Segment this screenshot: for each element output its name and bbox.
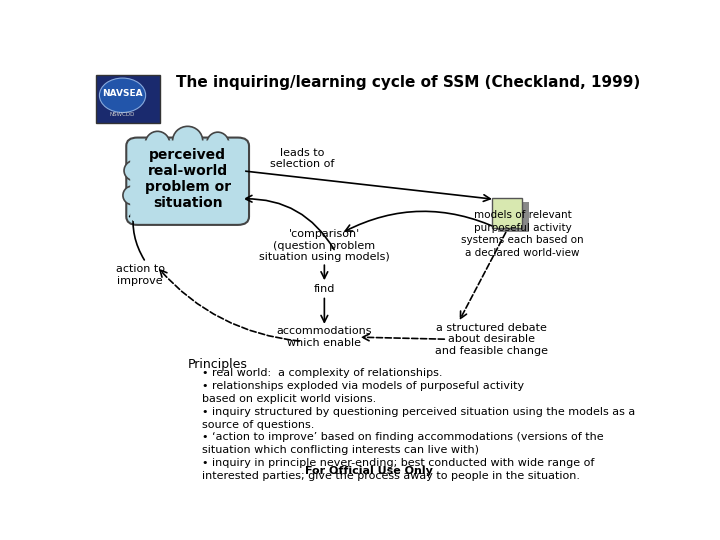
Text: For Official Use Only: For Official Use Only bbox=[305, 465, 433, 476]
Text: a structured debate
about desirable
and feasible change: a structured debate about desirable and … bbox=[436, 322, 548, 356]
Text: find: find bbox=[314, 285, 335, 294]
Ellipse shape bbox=[145, 131, 170, 156]
FancyBboxPatch shape bbox=[130, 140, 245, 222]
Text: NSWCDD: NSWCDD bbox=[110, 112, 135, 117]
Text: NAVSEA: NAVSEA bbox=[102, 89, 143, 98]
Text: action to
improve: action to improve bbox=[116, 264, 165, 286]
FancyBboxPatch shape bbox=[96, 75, 160, 123]
Text: The inquiring/learning cycle of SSM (Checkland, 1999): The inquiring/learning cycle of SSM (Che… bbox=[176, 75, 640, 90]
Ellipse shape bbox=[124, 160, 146, 181]
Text: accommodations
which enable: accommodations which enable bbox=[276, 326, 372, 348]
FancyBboxPatch shape bbox=[498, 202, 528, 232]
FancyBboxPatch shape bbox=[126, 138, 249, 225]
FancyBboxPatch shape bbox=[492, 198, 523, 228]
Text: Principles: Principles bbox=[188, 358, 248, 371]
Ellipse shape bbox=[173, 126, 203, 156]
Ellipse shape bbox=[123, 186, 143, 205]
Ellipse shape bbox=[207, 132, 229, 156]
Text: leads to
selection of: leads to selection of bbox=[270, 147, 334, 169]
Circle shape bbox=[99, 78, 145, 112]
Text: • real world:  a complexity of relationships.
    • relationships exploded via m: • real world: a complexity of relationsh… bbox=[188, 368, 635, 481]
Text: models of relevant
purposeful activity
systems each based on
a declared world-vi: models of relevant purposeful activity s… bbox=[461, 210, 584, 258]
Text: perceived
real-world
problem or
situation: perceived real-world problem or situatio… bbox=[145, 148, 230, 211]
Text: 'comparison'
(question problem
situation using models): 'comparison' (question problem situation… bbox=[259, 229, 390, 262]
